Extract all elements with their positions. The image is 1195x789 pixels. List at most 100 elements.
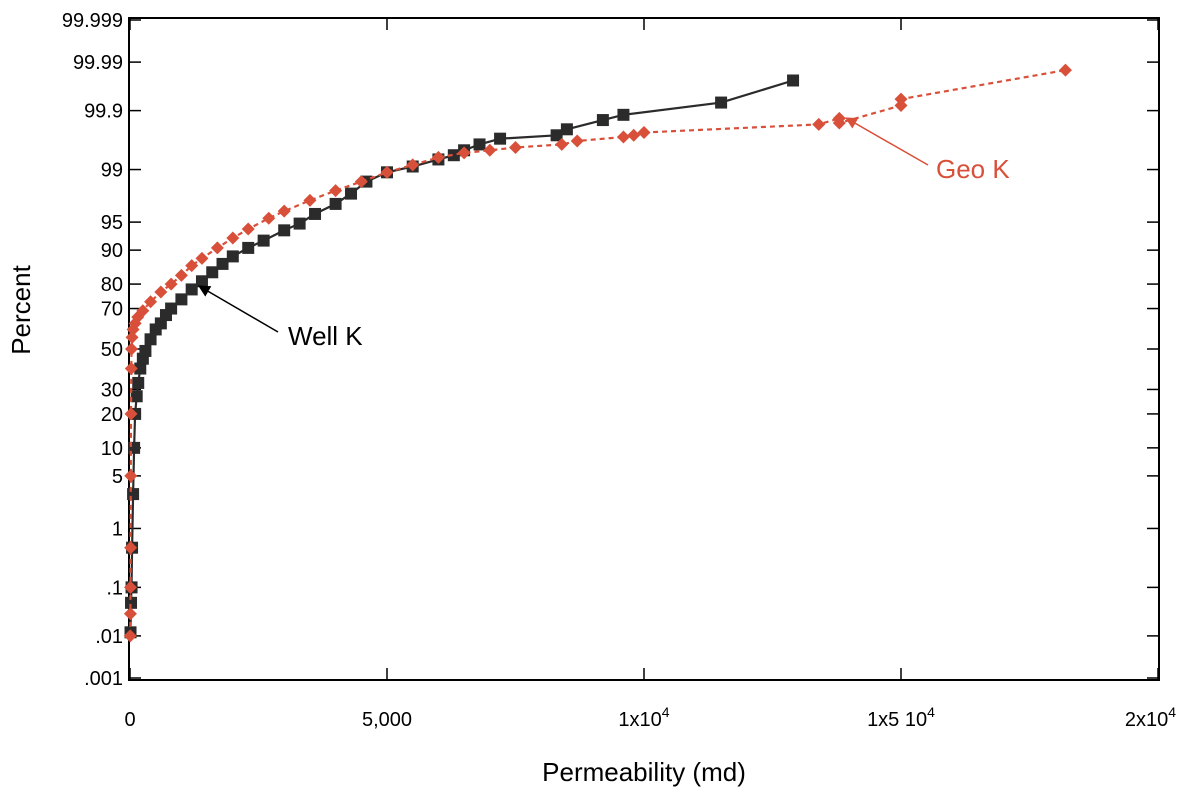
data-point-square <box>185 283 198 296</box>
data-point-diamond <box>124 407 138 421</box>
series-geo-k <box>123 63 1072 643</box>
data-point-diamond <box>241 222 255 236</box>
data-point-diamond <box>226 231 240 245</box>
data-point-square <box>130 390 143 403</box>
data-point-square <box>125 596 138 609</box>
data-point-square <box>550 129 563 142</box>
x-tick-label: 2x104 <box>1125 704 1176 731</box>
annotation-well-k: Well K <box>197 285 363 351</box>
data-point-diamond <box>303 193 317 207</box>
series-line <box>129 69 1066 636</box>
data-point-square <box>278 224 291 237</box>
annotation-geo-k-arrow <box>844 117 929 166</box>
data-point-square <box>139 344 152 357</box>
data-point-square <box>226 250 239 263</box>
data-point-square <box>617 108 630 121</box>
series-line <box>129 79 794 633</box>
series-well-k <box>124 74 800 639</box>
data-point-square <box>242 241 255 254</box>
data-point-square <box>715 96 728 109</box>
data-point-square <box>473 138 486 151</box>
data-point-diamond <box>144 295 158 309</box>
data-point-diamond <box>124 580 138 594</box>
y-tick-label: 99.999 <box>62 10 123 32</box>
data-point-diamond <box>1058 63 1072 77</box>
y-tick-label: 5 <box>112 466 123 488</box>
y-tick-label: .001 <box>84 668 123 690</box>
data-point-square <box>216 257 229 270</box>
x-axis-title: Permeability (md) <box>542 757 746 787</box>
y-tick-label: 99 <box>101 160 123 182</box>
data-point-diamond <box>124 362 138 376</box>
y-tick-label: 90 <box>101 240 123 262</box>
y-tick-label: 50 <box>101 339 123 361</box>
data-point-square <box>175 293 188 306</box>
data-point-square <box>345 187 358 200</box>
data-point-diamond <box>637 125 651 139</box>
data-point-diamond <box>154 285 168 299</box>
data-point-diamond <box>174 268 188 282</box>
data-point-diamond <box>894 92 908 106</box>
data-point-square <box>293 217 306 230</box>
annotation-geo-k: Geo K <box>844 117 1010 184</box>
y-tick-label: 20 <box>101 404 123 426</box>
y-tick-label: 95 <box>101 212 123 234</box>
y-tick-label: 30 <box>101 379 123 401</box>
data-point-square <box>127 488 140 501</box>
data-point-square <box>134 362 147 375</box>
data-point-diamond <box>354 175 368 189</box>
data-point-diamond <box>125 342 139 356</box>
data-point-square <box>329 197 342 210</box>
data-point-diamond <box>262 211 276 225</box>
data-point-diamond <box>277 204 291 218</box>
data-point-diamond <box>380 165 394 179</box>
data-point-square <box>494 132 507 145</box>
data-point-square <box>257 234 270 247</box>
x-axis-ticks: 0 5,000 1x104 1x5 104 2x104 <box>124 18 1176 731</box>
data-point-square <box>560 123 573 136</box>
y-axis-ticks: .001.01.11510203050708090959999.999.9999… <box>62 10 1159 690</box>
annotation-geo-k-label: Geo K <box>936 154 1010 184</box>
y-tick-label: 70 <box>101 299 123 321</box>
data-point-diamond <box>832 116 846 130</box>
data-point-diamond <box>125 330 139 344</box>
data-point-square <box>144 333 157 346</box>
y-axis-title: Percent <box>6 264 36 354</box>
data-point-square <box>787 74 800 87</box>
x-tick-label: 5,000 <box>362 709 412 731</box>
data-point-diamond <box>164 277 178 291</box>
data-point-diamond <box>124 541 138 555</box>
data-point-diamond <box>509 141 522 155</box>
annotation-well-k-label: Well K <box>288 321 363 351</box>
x-tick-label: 0 <box>124 709 135 731</box>
data-point-diamond <box>123 629 137 643</box>
data-point-diamond <box>627 128 641 142</box>
data-point-square <box>596 114 609 127</box>
data-point-diamond <box>555 137 569 151</box>
data-point-square <box>447 149 460 162</box>
data-point-diamond <box>483 143 497 157</box>
y-tick-label: .01 <box>95 626 123 648</box>
data-point-diamond <box>457 146 471 160</box>
data-point-square <box>195 275 208 288</box>
data-point-diamond <box>136 304 150 318</box>
plot-frame <box>128 17 1160 681</box>
data-point-square <box>165 302 178 315</box>
data-point-diamond <box>812 117 826 131</box>
data-point-square <box>309 207 322 220</box>
y-tick-label: 80 <box>101 274 123 296</box>
x-tick-label: 1x104 <box>618 704 669 731</box>
data-point-diamond <box>570 134 584 148</box>
data-point-diamond <box>123 607 137 621</box>
y-tick-label: .1 <box>106 577 123 599</box>
series-layer <box>123 63 1072 643</box>
y-tick-label: 10 <box>101 438 123 460</box>
data-point-diamond <box>195 251 209 265</box>
data-point-square <box>132 376 145 389</box>
data-point-diamond <box>616 130 630 144</box>
data-point-diamond <box>185 259 199 273</box>
data-point-diamond <box>431 150 445 164</box>
annotation-well-k-arrow <box>197 285 279 333</box>
